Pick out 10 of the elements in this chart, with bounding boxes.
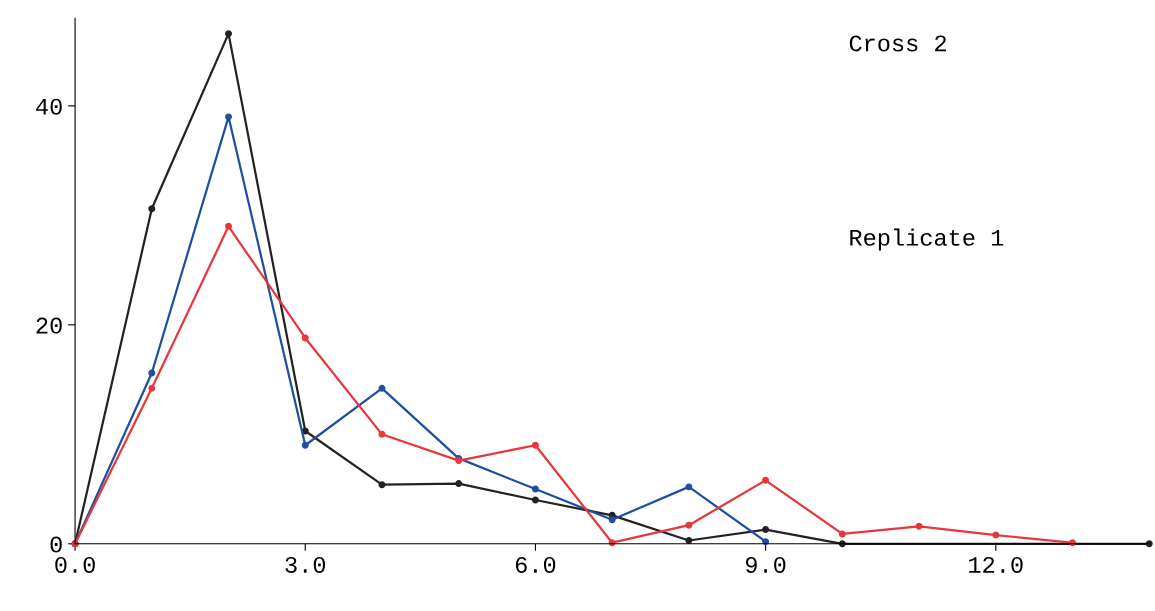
x-tick-label: 0.0 (55, 556, 95, 573)
annotation: Replicate 1 (850, 228, 1004, 251)
y-tick-label: 40 (36, 98, 62, 115)
x-tick-label: 3.0 (285, 556, 326, 573)
x-tick-label: 12.0 (969, 556, 1023, 573)
x-tick-label: 6.0 (515, 556, 556, 573)
y-tick-label: 20 (36, 317, 62, 334)
x-tick-label: 9.0 (745, 556, 786, 573)
annotation: Cross 2 (849, 35, 946, 52)
y-tick-label: 0 (50, 536, 62, 553)
